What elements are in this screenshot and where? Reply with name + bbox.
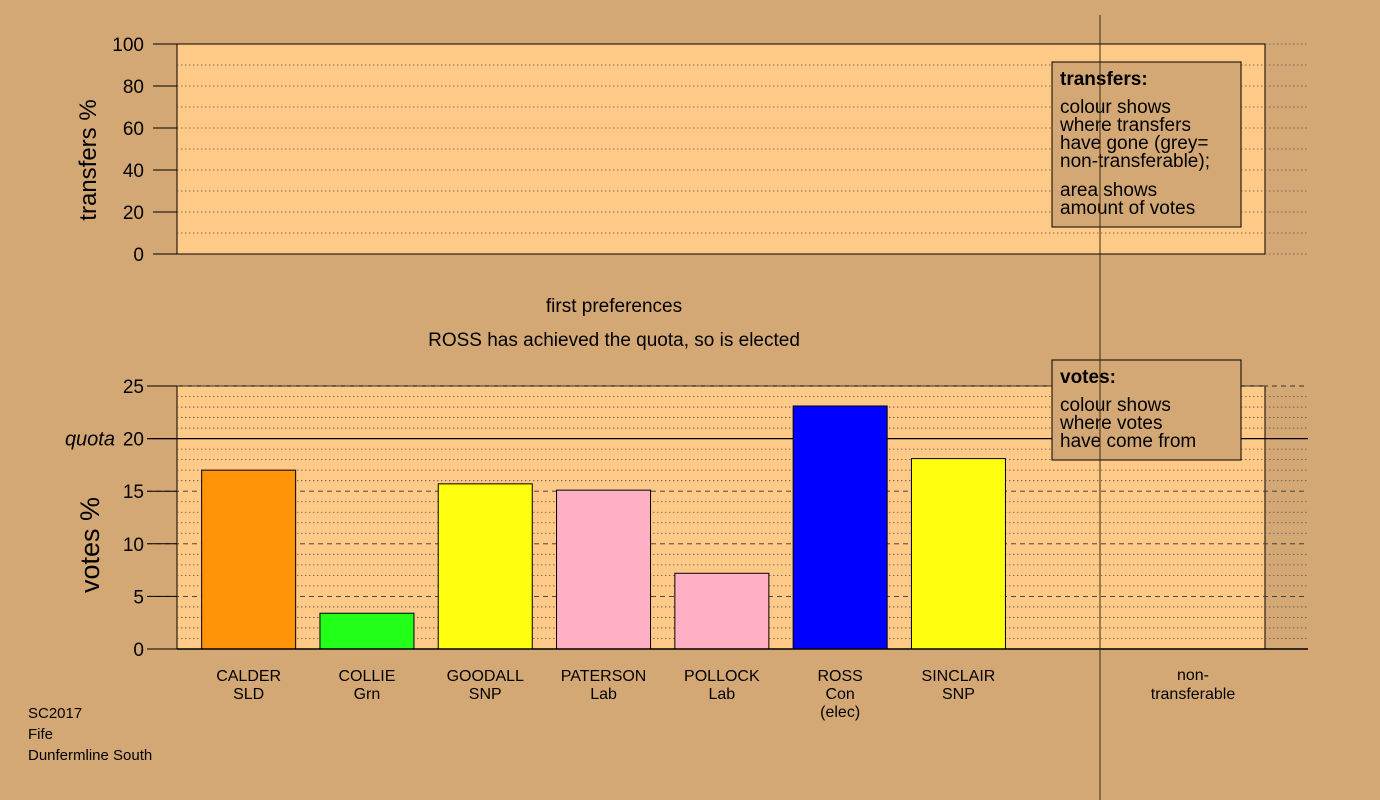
votes-y-axis-label: votes % <box>75 497 105 593</box>
candidate-name-label: GOODALL <box>447 668 524 685</box>
candidate-party-label: SNP <box>942 686 975 703</box>
candidate-name-label: COLLIE <box>338 668 395 685</box>
transfers-tick-label: 80 <box>123 77 144 98</box>
candidate-name-label: SINCLAIR <box>922 668 996 685</box>
bar-pollock <box>675 573 769 649</box>
transfers-legend: transfers: colour shows where transfers … <box>1052 62 1241 227</box>
bar-goodall <box>438 484 532 649</box>
votes-tick-label: 15 <box>123 482 144 503</box>
quota-label: quota <box>65 429 115 451</box>
votes-tick-label: 5 <box>133 587 144 608</box>
candidate-name-label: ROSS <box>817 668 862 685</box>
candidate-party-label: SLD <box>233 686 264 703</box>
stage-subtitle: ROSS has achieved the quota, so is elect… <box>428 330 800 351</box>
transfers-legend-line: amount of votes <box>1060 198 1195 219</box>
votes-y-ticks: 0 5 10 15 20 25 <box>123 377 177 661</box>
candidate-name-label: POLLOCK <box>684 668 760 685</box>
transfers-y-axis-label: transfers % <box>75 99 102 220</box>
votes-legend-title: votes: <box>1060 367 1116 388</box>
stage-title: first preferences <box>546 296 682 317</box>
transfers-legend-line: non-transferable); <box>1060 151 1210 172</box>
footer-ward: Dunfermline South <box>28 747 152 764</box>
transfers-tick-label: 0 <box>133 245 144 266</box>
votes-tick-label: 25 <box>123 377 144 398</box>
transfers-y-ticks: 0 20 40 60 80 100 <box>112 35 177 266</box>
candidate-party-label: Grn <box>354 686 381 703</box>
candidate-party-label: Con <box>825 686 854 703</box>
transfers-tick-label: 40 <box>123 161 144 182</box>
footer-election: SC2017 <box>28 705 82 722</box>
transfers-tick-label: 20 <box>123 203 144 224</box>
bar-sinclair <box>911 459 1005 649</box>
candidate-name-label: PATERSON <box>561 668 647 685</box>
votes-legend-line: have come from <box>1060 431 1196 452</box>
transfers-tick-label: 100 <box>112 35 144 56</box>
footer-council: Fife <box>28 726 53 743</box>
bar-calder <box>202 470 296 649</box>
candidate-party-label: Lab <box>590 686 617 703</box>
transfers-panel: 0 20 40 60 80 100 transfers % transfers: colo… <box>75 35 1308 266</box>
candidate-status-label: (elec) <box>820 704 860 721</box>
votes-tick-label: 20 <box>123 430 144 451</box>
bar-paterson <box>557 490 651 649</box>
transfers-legend-title: transfers: <box>1060 69 1148 90</box>
candidate-name-label: CALDER <box>216 668 281 685</box>
candidate-party-label: SNP <box>469 686 502 703</box>
votes-tick-label: 0 <box>133 640 144 661</box>
candidate-labels: CALDERSLDCOLLIEGrnGOODALLSNPPATERSONLabP… <box>216 668 995 721</box>
non-transferable-label: non- <box>1177 667 1209 684</box>
candidate-party-label: Lab <box>708 686 735 703</box>
votes-legend: votes: colour shows where votes have com… <box>1052 360 1241 460</box>
bar-collie <box>320 613 414 649</box>
transfers-tick-label: 60 <box>123 119 144 140</box>
bar-ross <box>793 406 887 649</box>
votes-tick-label: 10 <box>123 535 144 556</box>
non-transferable-label: transferable <box>1151 686 1236 703</box>
